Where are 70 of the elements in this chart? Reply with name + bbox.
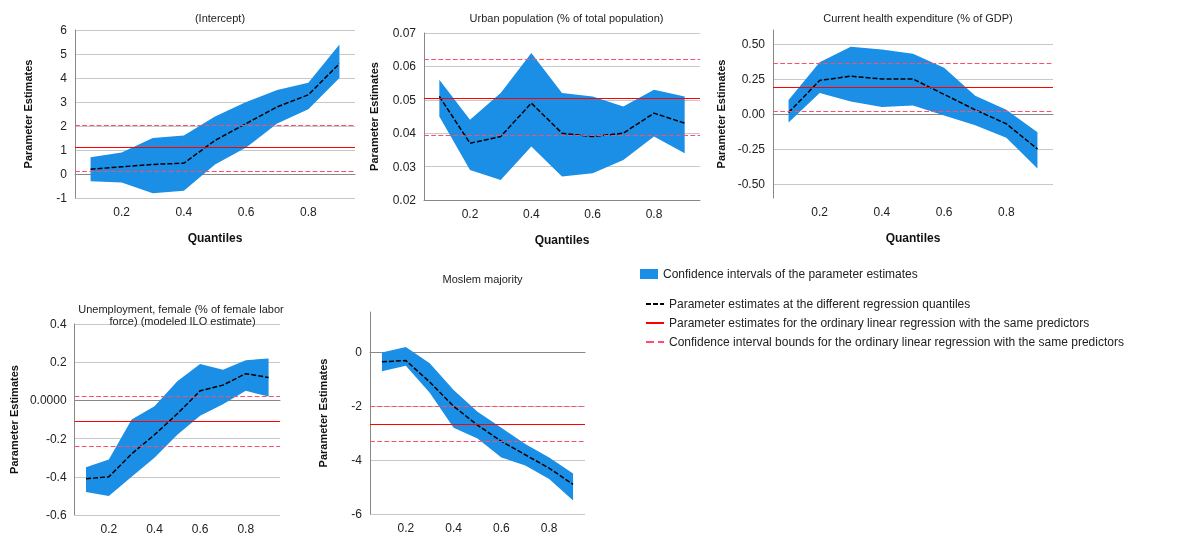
y-tick-label: -1 xyxy=(56,191,68,205)
y-tick-label: -0.6 xyxy=(45,508,67,522)
x-tick-label: 0.6 xyxy=(493,521,511,535)
x-tick-label: 0.4 xyxy=(873,205,891,219)
x-tick-label: 0.6 xyxy=(935,205,953,219)
y-tick-label: 0.00 xyxy=(741,107,766,121)
y-tick-label: -4 xyxy=(351,453,363,468)
line-series xyxy=(787,75,1039,150)
y-tick-label: 0.50 xyxy=(741,37,766,51)
y-tick-label: 4 xyxy=(60,71,68,85)
x-tick-label: 0.2 xyxy=(100,522,118,535)
y-tick-label: 6 xyxy=(60,23,68,37)
x-tick-label: 0.2 xyxy=(811,205,829,219)
y-tick-label: 0.25 xyxy=(741,72,766,86)
x-tick-label: 0.4 xyxy=(146,522,164,535)
y-tick-label: 5 xyxy=(60,47,68,61)
y-tick-label: -2 xyxy=(351,399,363,414)
line-series xyxy=(89,62,341,170)
y-tick-label: -0.25 xyxy=(737,142,766,156)
x-axis-title: Quantiles xyxy=(187,231,243,245)
y-tick-label: -0.4 xyxy=(45,469,67,484)
x-tick-label: 0.6 xyxy=(191,522,209,535)
chart-title: Moslem majority xyxy=(442,273,524,285)
chart-title: Current health expenditure (% of GDP) xyxy=(823,12,1013,24)
legend-label: Parameter estimates at the different regression quantiles xyxy=(669,297,971,311)
x-tick-label: 0.8 xyxy=(997,205,1015,219)
chart-title: Urban population (% of total population) xyxy=(469,12,664,24)
x-tick-label: 0.2 xyxy=(113,205,131,219)
line-series xyxy=(438,95,686,144)
y-tick-label: 0.05 xyxy=(392,92,417,107)
y-tick-label: 0.04 xyxy=(392,126,417,141)
y-tick-label: -0.2 xyxy=(45,431,67,446)
line-series xyxy=(85,372,270,480)
y-tick-label: 0.0000 xyxy=(29,393,67,408)
x-tick-label: 0.6 xyxy=(584,207,602,221)
x-tick-label: 0.8 xyxy=(299,205,317,219)
x-tick-label: 0.2 xyxy=(461,207,479,221)
y-tick-label: -0.50 xyxy=(737,177,766,191)
y-axis-title: Parameter Estimates xyxy=(367,62,380,171)
y-axis-title: Parameter Estimates xyxy=(21,59,34,169)
x-axis-title: Quantiles xyxy=(885,231,941,245)
x-tick-label: 0.8 xyxy=(540,521,558,535)
x-tick-label: 0.4 xyxy=(175,205,193,219)
y-axis-title: Parameter Estimates xyxy=(715,59,728,169)
chart-title: (Intercept) xyxy=(194,12,246,24)
text: Confidence intervals of the parameter estimates xyxy=(663,267,918,281)
y-axis-title: Parameter Estimates xyxy=(7,365,20,474)
x-tick-label: 0.8 xyxy=(645,207,663,221)
x-tick-label: 0.6 xyxy=(237,205,255,219)
y-tick-label: 0 xyxy=(60,167,68,181)
chart-title: Unemployment, female (% of female labor force) (modeled ILO estimate) xyxy=(78,303,285,327)
y-tick-label: 3 xyxy=(60,95,68,109)
y-tick-label: 0.4 xyxy=(49,317,67,331)
x-axis-title: Quantiles xyxy=(534,233,590,247)
y-tick-label: 0 xyxy=(355,345,363,360)
y-tick-label: 0.03 xyxy=(392,159,417,174)
x-tick-label: 0.4 xyxy=(522,207,540,221)
y-tick-label: 0.2 xyxy=(49,355,67,370)
x-tick-label: 0.4 xyxy=(445,521,463,535)
legend-label: Parameter estimates for the ordinary linear regression with the same predictors xyxy=(669,316,1090,330)
line-series xyxy=(381,359,574,486)
y-tick-label: 0.07 xyxy=(392,26,417,40)
y-tick-label: 2 xyxy=(60,119,68,133)
y-tick-label: 1 xyxy=(60,143,68,157)
y-axis-title: Parameter Estimates xyxy=(316,358,329,468)
y-tick-label: -6 xyxy=(351,507,363,521)
legend-label: Confidence interval bounds for the ordinary linear regression with the same predictors xyxy=(669,335,1124,349)
x-tick-label: 0.8 xyxy=(237,522,255,535)
y-tick-label: 0.02 xyxy=(392,193,417,207)
y-tick-label: 0.06 xyxy=(392,59,417,74)
